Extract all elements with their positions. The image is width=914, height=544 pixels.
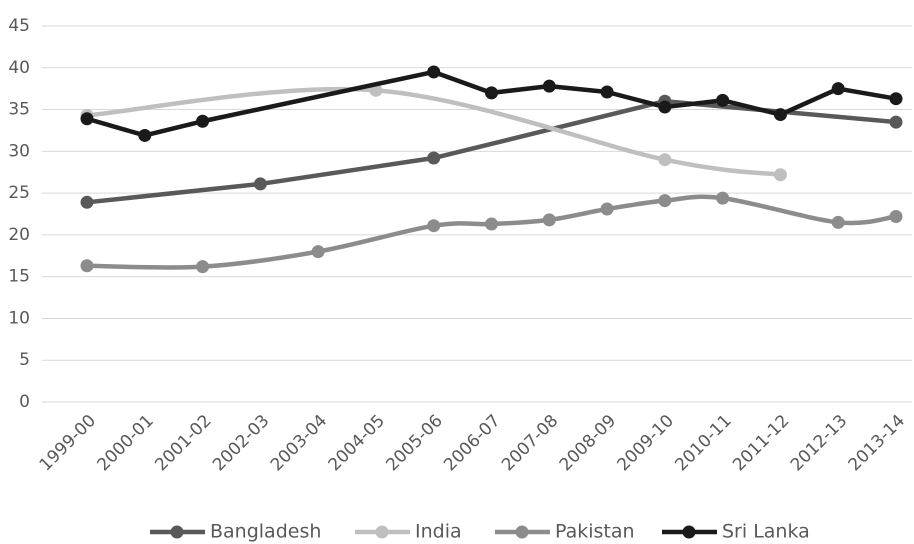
data-point [600,202,614,216]
series-line [86,194,897,270]
series-line [86,86,781,177]
x-tick-label: 2005-06 [382,411,446,475]
data-point [485,217,498,231]
data-point [196,114,210,128]
data-point [773,168,787,182]
data-point [485,86,498,100]
data-point [427,65,441,79]
legend-item: Bangladesh [150,521,321,543]
data-point [658,153,672,167]
data-point [658,100,672,114]
x-tick-label: 2001-02 [151,411,215,475]
series-line [86,69,897,138]
data-point [889,210,903,224]
y-tick-label: 10 [8,308,30,328]
x-tick-label: 2007-08 [498,411,562,475]
x-tick-label: 2013-14 [845,411,909,475]
y-tick-label: 0 [19,392,30,412]
data-point [253,177,267,191]
legend-item: Pakistan [495,521,635,543]
x-tick-label: 2006-07 [440,411,504,475]
data-point [427,219,441,233]
y-tick-label: 20 [8,225,30,245]
data-point [311,245,325,259]
x-tick-label: 2000-01 [93,411,157,475]
legend-label: Bangladesh [210,521,321,543]
data-point [658,194,672,208]
legend-item: Sri Lanka [662,521,810,543]
legend-marker [515,525,529,539]
data-point [427,151,441,165]
x-tick-label: 2010-11 [671,411,735,475]
y-tick-label: 15 [8,267,30,287]
data-point [542,213,556,227]
x-tick-label: 2011-12 [729,411,793,475]
data-point [80,259,94,273]
x-tick-label: 2002-03 [209,411,273,475]
data-point [889,92,903,106]
data-point [889,115,903,129]
data-point [600,85,614,99]
y-tick-label: 5 [19,350,30,370]
legend-label: Sri Lanka [722,521,810,543]
data-point [716,93,730,107]
data-point [831,215,845,229]
data-point [831,82,845,96]
x-tick-label: 2012-13 [787,411,851,475]
y-tick-label: 25 [8,183,30,203]
data-point [80,112,94,126]
data-point [138,128,152,142]
x-tick-label: 1999-00 [36,411,100,475]
data-point [716,191,730,205]
x-tick-label: 2009-10 [614,411,678,475]
data-point [196,260,210,274]
data-point [773,108,787,122]
data-point [542,79,556,93]
data-point [80,195,94,209]
legend-marker [682,525,696,539]
legend-item: India [355,521,462,543]
y-tick-label: 30 [8,141,30,161]
legend-label: India [415,521,462,543]
x-tick-label: 2003-04 [267,411,331,475]
x-tick-label: 2008-09 [556,411,620,475]
y-tick-label: 40 [8,58,30,78]
legend-label: Pakistan [555,521,635,543]
x-tick-label: 2004-05 [325,411,389,475]
legend-marker [375,525,389,539]
legend-marker [170,525,184,539]
y-tick-label: 45 [8,16,30,36]
y-tick-label: 35 [8,100,30,120]
